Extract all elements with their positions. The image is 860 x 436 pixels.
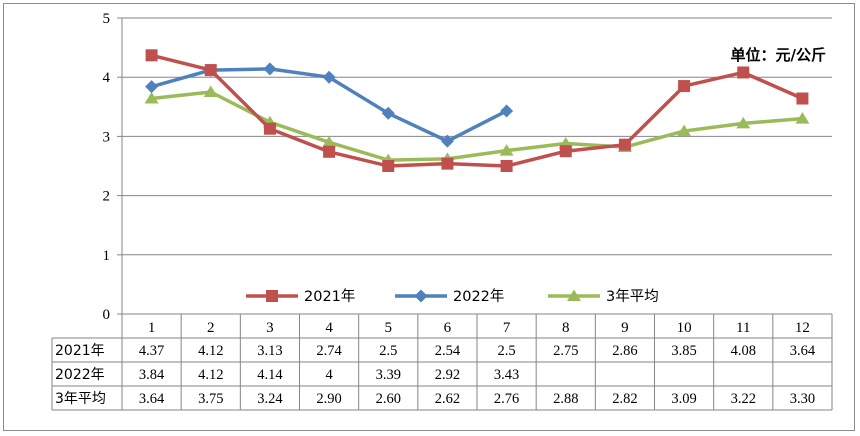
data-point-triangle	[499, 144, 514, 156]
data-point-diamond	[500, 104, 514, 118]
data-point-square	[266, 290, 278, 302]
x-tick-label: 9	[621, 320, 629, 336]
data-point-square	[323, 145, 336, 158]
table-cell-value: 3.64	[139, 391, 165, 407]
table-cell-value: 2.5	[379, 343, 397, 359]
data-point-diamond	[414, 289, 428, 303]
table-cell-value: 2.62	[435, 391, 460, 407]
table-cell-value: 4.08	[731, 343, 756, 359]
table-cell-value: 2.86	[612, 343, 637, 359]
table-cell-value: 3.85	[671, 343, 696, 359]
data-point-square	[145, 49, 158, 62]
data-point-square	[618, 138, 631, 151]
table-cell-value: 3.39	[376, 367, 401, 383]
x-tick-label: 12	[795, 320, 810, 336]
data-point-square	[678, 80, 691, 93]
y-tick-label: 1	[103, 248, 111, 264]
table-cell-value: 2.90	[316, 391, 341, 407]
data-point-triangle	[736, 116, 751, 129]
x-tick-label: 5	[385, 320, 393, 336]
grid-layer	[122, 17, 832, 256]
x-tick-label: 10	[677, 320, 692, 336]
table-cell-value: 2.88	[553, 391, 578, 407]
table-cell-value: 2.76	[494, 391, 519, 407]
table-cell-value: 2.54	[435, 343, 461, 359]
data-point-diamond	[322, 70, 336, 84]
data-point-square	[796, 92, 809, 105]
table-cell-value: 4.37	[139, 343, 164, 359]
data-point-diamond	[145, 80, 159, 94]
data-point-triangle	[795, 112, 810, 124]
table-cell-value: 2.60	[376, 391, 401, 407]
data-point-square	[737, 66, 750, 79]
table-cell-value: 3.22	[731, 391, 756, 407]
x-tick-label: 7	[503, 320, 511, 336]
data-point-triangle	[203, 85, 218, 97]
legend-label: 3年平均	[606, 288, 659, 305]
x-tick-label: 8	[562, 320, 570, 336]
x-tick-label: 6	[444, 320, 452, 336]
axis-layer: 0 1 2 3 4 5	[103, 11, 123, 323]
table-cell-value: 2.5	[498, 343, 516, 359]
table-cell-value: 4	[325, 367, 333, 383]
x-tick-label: 2	[207, 320, 215, 336]
x-tick-label: 3	[266, 320, 274, 336]
x-tick-label: 11	[736, 320, 750, 336]
legend-layer: 2021年 2022年 3年平均	[246, 288, 659, 305]
table-cell-value: 3.30	[790, 391, 815, 407]
table-cell-value: 3.75	[198, 391, 223, 407]
table-row-label: 3年平均	[55, 391, 106, 407]
table-cell-value: 3.09	[671, 391, 696, 407]
y-tick-label: 3	[103, 129, 111, 145]
unit-label: 单位：元/公斤	[731, 46, 826, 64]
data-point-square	[441, 157, 454, 170]
y-tick-label: 2	[103, 189, 111, 205]
data-point-diamond	[381, 106, 395, 120]
table-row-label: 2022年	[55, 367, 105, 383]
data-point-square	[559, 145, 572, 158]
series-line	[151, 53, 804, 168]
table-cell-value: 3.64	[790, 343, 816, 359]
x-tick-label: 1	[148, 320, 156, 336]
data-point-triangle	[144, 92, 159, 104]
data-point-square	[204, 64, 217, 77]
y-tick-label: 5	[103, 11, 111, 27]
table-cell-value: 3.84	[139, 367, 165, 383]
data-point-triangle	[677, 124, 692, 137]
data-point-triangle	[322, 135, 337, 148]
table-cell-value: 3.43	[494, 367, 519, 383]
table-row-label: 2021年	[55, 343, 105, 359]
data-point-square	[382, 160, 395, 172]
table-cell-value: 4.12	[198, 343, 223, 359]
y-tick-label: 0	[103, 307, 111, 323]
table-cell-value: 4.12	[198, 367, 223, 383]
series-layer	[144, 49, 810, 172]
data-point-square	[263, 122, 276, 135]
legend-label: 2021年	[304, 288, 355, 305]
table-cell-value: 2.82	[612, 391, 637, 407]
data-point-triangle	[567, 289, 581, 301]
table-cell-value: 3.24	[257, 391, 283, 407]
data-point-diamond	[440, 134, 454, 148]
x-tick-label: 4	[325, 320, 333, 336]
legend-label: 2022年	[453, 288, 504, 305]
y-tick-label: 4	[103, 70, 111, 86]
data-point-diamond	[263, 62, 277, 76]
table-cell-value: 2.75	[553, 343, 578, 359]
table-cell-value: 2.92	[435, 367, 460, 383]
table-cell-value: 2.74	[316, 343, 342, 359]
chart-frame	[3, 3, 855, 431]
table-cell-value: 3.13	[257, 343, 282, 359]
table-cell-value: 4.14	[257, 367, 283, 383]
data-point-square	[500, 160, 513, 172]
